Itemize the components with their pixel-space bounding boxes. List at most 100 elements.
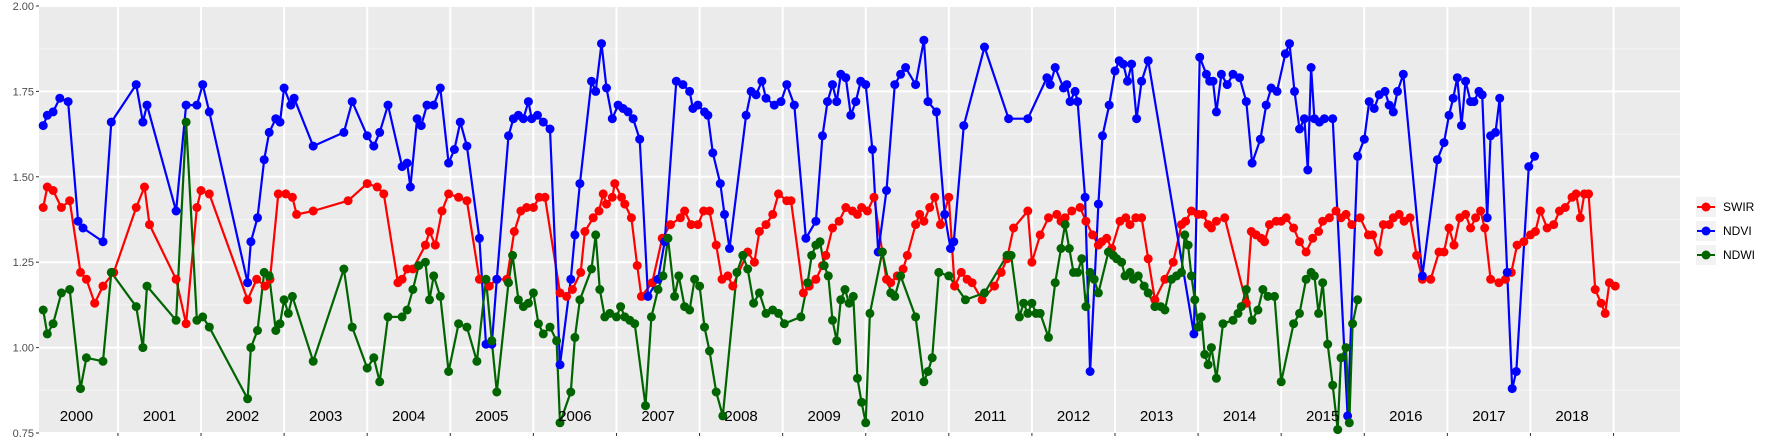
data-point-swir: [902, 250, 912, 260]
data-point-swir: [1439, 247, 1449, 257]
data-point-ndwi: [1089, 274, 1099, 284]
data-point-ndwi: [1314, 308, 1324, 318]
data-point-ndvi: [587, 76, 596, 86]
data-point-ndvi: [1272, 86, 1282, 96]
data-point-swir: [749, 257, 759, 267]
data-point-ndwi: [56, 288, 66, 298]
data-point-ndvi: [38, 121, 48, 131]
data-point-ndvi: [192, 100, 202, 110]
data-point-ndwi: [848, 291, 858, 301]
data-point-ndwi: [761, 308, 771, 318]
data-point-swir: [65, 196, 75, 206]
data-point-swir: [98, 281, 108, 291]
legend: SWIR NDVI NDWI: [1696, 197, 1755, 265]
year-label: 2017: [1472, 408, 1505, 425]
year-label: 2007: [641, 408, 674, 425]
year-label: 2003: [309, 408, 342, 425]
data-point-ndvi: [643, 291, 653, 301]
year-label: 2008: [724, 408, 757, 425]
data-point-ndvi: [1439, 138, 1449, 148]
data-point-ndwi: [674, 271, 684, 281]
data-point-ndvi: [882, 186, 891, 195]
data-point-swir: [379, 189, 389, 199]
data-point-ndvi: [828, 80, 837, 90]
data-point-ndwi: [1211, 373, 1221, 383]
data-point-ndwi: [1180, 230, 1190, 240]
data-point-swir: [602, 199, 611, 209]
year-label: 2001: [143, 408, 176, 425]
data-point-swir: [944, 192, 954, 202]
data-point-ndwi: [513, 295, 523, 305]
data-point-swir: [444, 189, 454, 199]
data-point-swir: [562, 291, 572, 301]
data-point-ndwi: [1186, 271, 1196, 281]
data-point-ndwi: [754, 288, 764, 298]
data-point-ndwi: [287, 291, 297, 301]
data-point-ndwi: [605, 308, 615, 318]
data-point-ndvi: [412, 114, 422, 124]
data-point-ndwi: [828, 315, 837, 325]
data-point-ndvi: [1369, 104, 1379, 113]
data-point-ndvi: [1299, 114, 1309, 124]
data-point-ndwi: [429, 271, 439, 281]
data-point-ndwi: [1344, 418, 1354, 428]
data-point-ndwi: [840, 285, 850, 294]
data-point-ndvi: [308, 141, 318, 151]
data-point-ndvi: [901, 63, 911, 72]
data-point-ndwi: [38, 305, 48, 315]
data-point-ndvi: [181, 100, 191, 110]
data-point-swir: [1027, 257, 1037, 267]
data-point-ndvi: [832, 97, 842, 107]
data-point-swir: [1308, 233, 1318, 243]
data-point-ndvi: [1295, 124, 1304, 134]
data-point-ndwi: [48, 319, 58, 329]
data-point-ndwi: [1190, 295, 1200, 305]
data-point-ndvi: [1023, 114, 1033, 124]
data-point-swir: [362, 179, 372, 189]
data-point-swir: [1373, 247, 1383, 257]
data-point-swir: [1260, 237, 1270, 247]
data-point-ndvi: [1050, 63, 1060, 72]
data-point-swir: [1471, 213, 1481, 223]
year-label: 2011: [974, 408, 1006, 425]
data-point-ndwi: [420, 257, 430, 267]
data-point-ndvi: [1457, 121, 1466, 131]
data-point-swir: [1324, 213, 1334, 223]
data-point-ndvi: [171, 206, 181, 216]
data-point-swir: [1168, 257, 1178, 267]
data-point-swir: [598, 189, 608, 199]
data-point-ndwi: [738, 250, 748, 260]
data-point-swir: [852, 209, 862, 219]
data-point-ndwi: [1270, 291, 1279, 301]
data-point-swir: [936, 220, 945, 230]
data-point-ndwi: [852, 373, 862, 383]
data-point-ndvi: [1216, 69, 1226, 79]
y-tick-label: 2.00: [13, 1, 34, 13]
data-point-ndvi: [693, 100, 703, 110]
data-point-ndvi: [1491, 127, 1500, 137]
data-point-ndvi: [635, 134, 645, 144]
data-point-ndvi: [861, 80, 871, 90]
data-point-ndwi: [462, 322, 472, 332]
data-point-ndwi: [339, 264, 349, 274]
data-point-swir: [1519, 237, 1529, 247]
data-point-swir: [1426, 274, 1436, 284]
data-point-ndwi: [595, 285, 605, 294]
data-point-swir: [930, 192, 940, 202]
data-point-ndwi: [700, 322, 709, 332]
year-labels: 2000 2001 2002 2003 2004 2005 2006 2007 2008 2009…: [60, 408, 1589, 425]
data-point-swir: [580, 227, 590, 236]
data-point-ndwi: [836, 295, 846, 305]
data-point-ndvi: [591, 86, 601, 96]
year-label: 2015: [1306, 408, 1339, 425]
data-point-swir: [1560, 203, 1570, 212]
data-point-ndwi: [861, 418, 871, 428]
data-point-swir: [1265, 220, 1274, 230]
data-point-ndwi: [944, 271, 954, 281]
data-point-ndvi: [435, 83, 445, 93]
data-point-swir: [81, 274, 91, 284]
data-point-ndwi: [1193, 322, 1203, 332]
data-point-ndwi: [896, 271, 906, 281]
data-point-ndwi: [570, 332, 580, 342]
data-point-ndvi: [923, 97, 933, 107]
